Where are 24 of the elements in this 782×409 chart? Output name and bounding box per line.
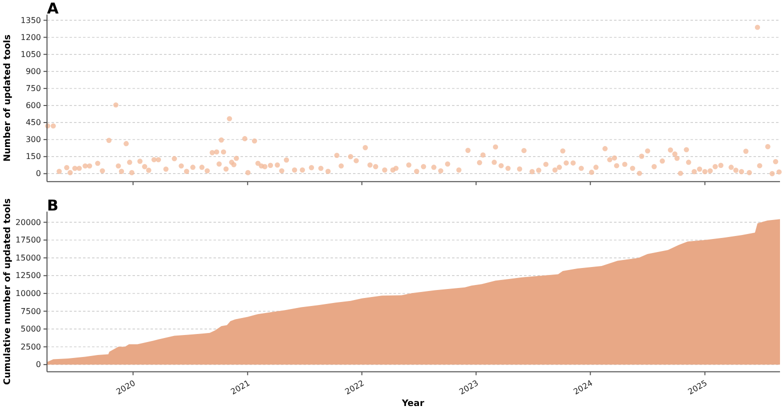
- y-axis-title: Number of updated tools: [3, 34, 13, 162]
- y-tick-label: 0: [36, 360, 41, 370]
- y-tick-label: 15000: [16, 253, 41, 262]
- y-tick-label: 1050: [20, 50, 41, 59]
- y-tick-label: 10000: [16, 288, 41, 298]
- y-tick-label: 2500: [20, 342, 41, 352]
- y-tick-label: 5000: [20, 324, 41, 334]
- y-tick-label: 750: [26, 84, 41, 94]
- y-axis-title: Cumulative number of updated tools: [3, 198, 13, 385]
- y-tick-label: 1200: [20, 32, 41, 42]
- y-tick-label: 0: [36, 169, 41, 178]
- y-tick-label: 12500: [16, 271, 41, 280]
- chart-title: B: [47, 196, 58, 215]
- y-tick-label: 600: [26, 101, 41, 110]
- x-axis-title: Year: [400, 399, 425, 409]
- y-tick-label: 300: [26, 135, 41, 144]
- chart-title: A: [47, 0, 59, 18]
- y-tick-label: 900: [26, 66, 41, 76]
- y-tick-label: 1350: [20, 16, 41, 25]
- y-tick-label: 7500: [20, 306, 41, 316]
- y-tick-label: 450: [26, 118, 41, 128]
- y-tick-label: 17500: [16, 236, 41, 245]
- y-tick-label: 150: [26, 152, 41, 162]
- y-tick-label: 20000: [16, 218, 41, 227]
